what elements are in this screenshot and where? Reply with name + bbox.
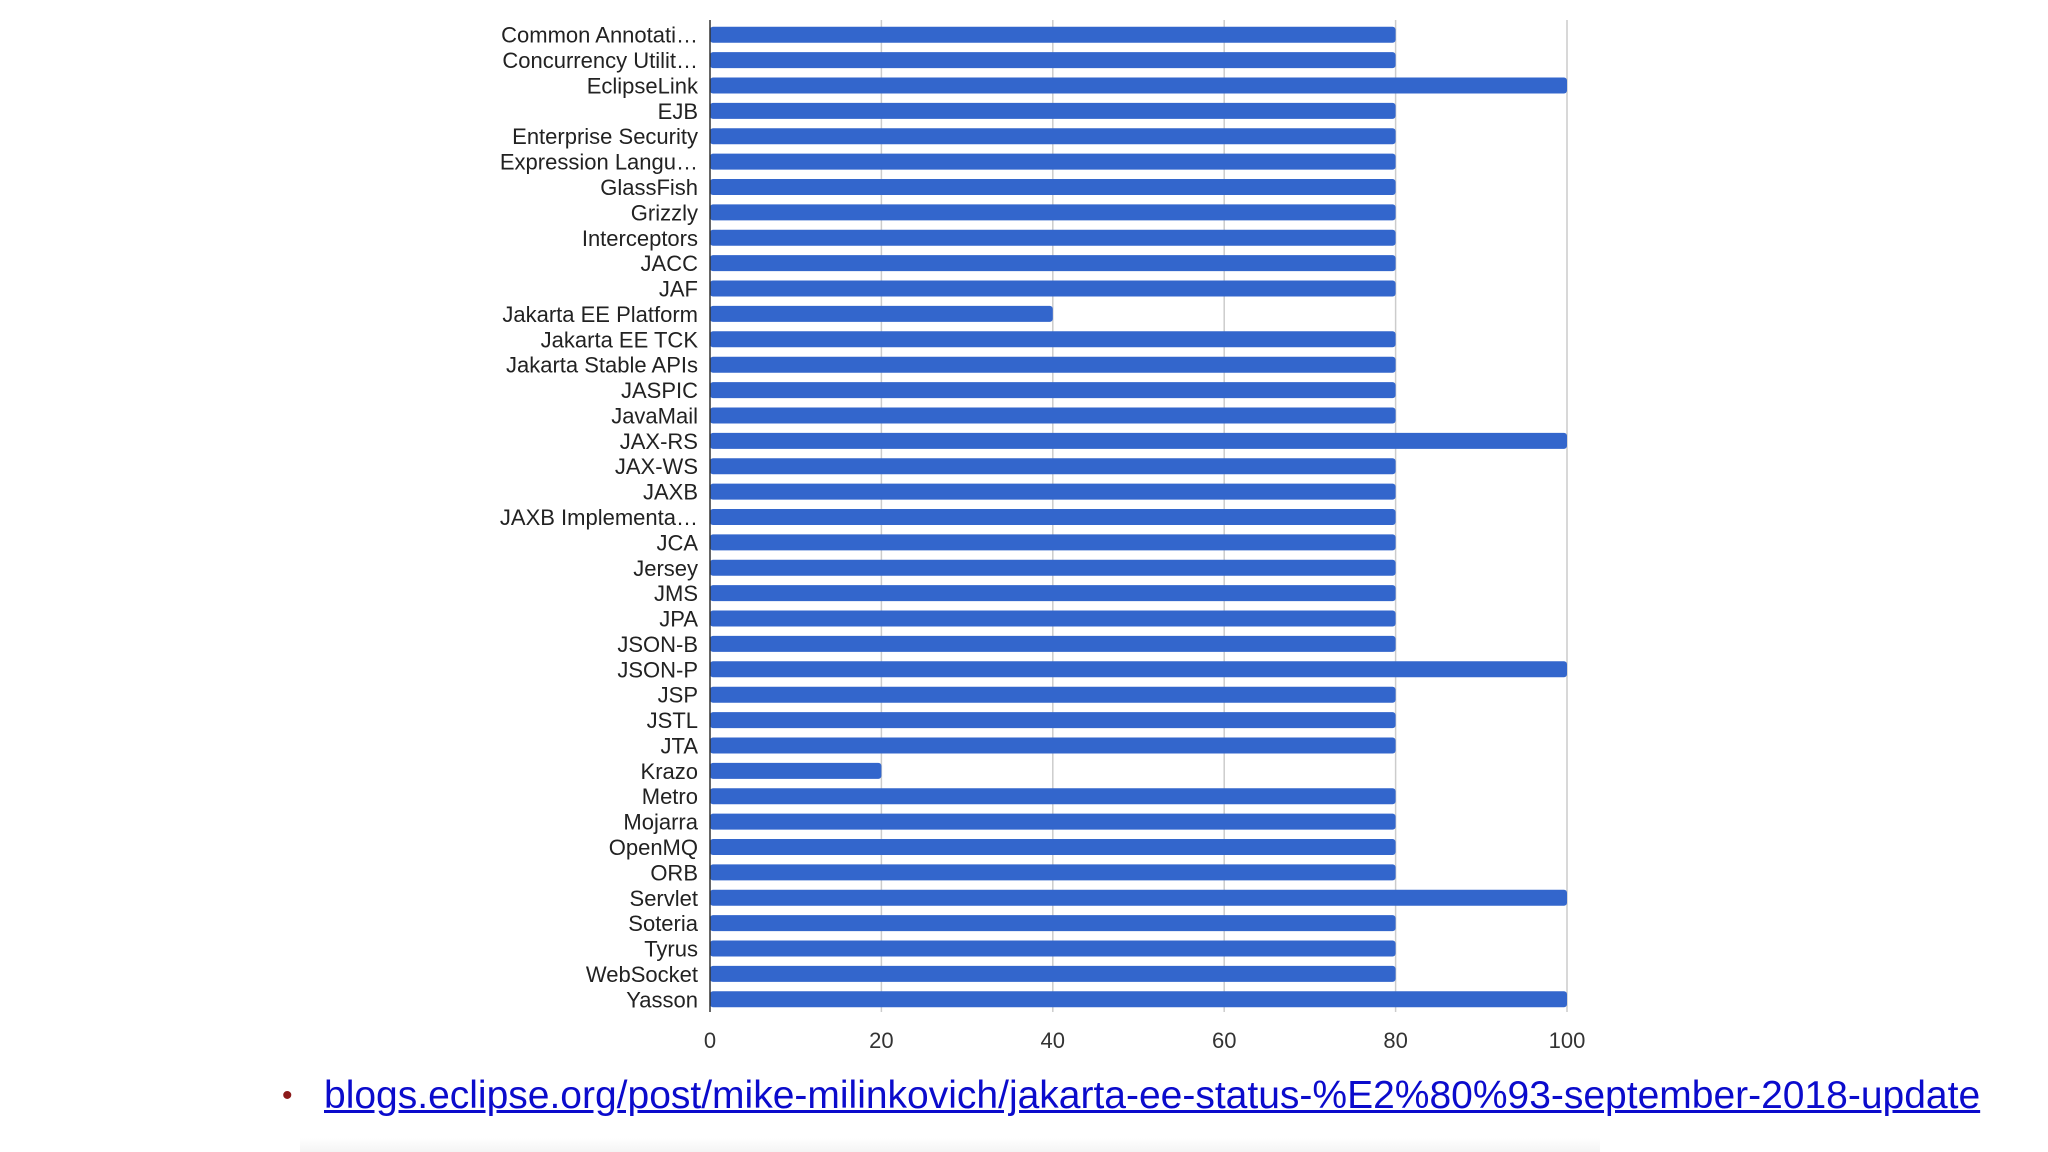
bar-15 <box>710 407 1396 424</box>
bar-36 <box>710 940 1396 957</box>
x-tick-label-80: 80 <box>1383 1028 1407 1053</box>
bar-16 <box>710 432 1567 449</box>
category-label-7: Grizzly <box>631 200 698 225</box>
bar-1 <box>710 52 1396 69</box>
bar-2 <box>710 77 1567 94</box>
category-label-17: JAX-WS <box>615 454 698 479</box>
bar-28 <box>710 737 1396 754</box>
bar-30 <box>710 788 1396 805</box>
category-label-24: JSON-B <box>617 632 698 657</box>
bar-23 <box>710 610 1396 627</box>
category-labels: Common Annotati…Concurrency Utilit…Eclip… <box>500 23 699 1013</box>
bar-37 <box>710 965 1396 982</box>
reference-footer: • blogs.eclipse.org/post/mike-milinkovich… <box>282 1068 1982 1124</box>
category-label-16: JAX-RS <box>620 429 698 454</box>
category-label-33: ORB <box>650 860 698 885</box>
bar-10 <box>710 280 1396 297</box>
bar-26 <box>710 686 1396 703</box>
bar-25 <box>710 661 1567 678</box>
category-label-28: JTA <box>661 733 699 758</box>
bar-32 <box>710 839 1396 855</box>
x-tick-label-40: 40 <box>1041 1028 1065 1053</box>
category-label-38: Yasson <box>626 987 698 1012</box>
bar-22 <box>710 585 1396 602</box>
category-label-1: Concurrency Utilit… <box>502 48 698 73</box>
category-label-9: JACC <box>641 251 699 276</box>
category-label-14: JASPIC <box>621 378 698 403</box>
category-label-32: OpenMQ <box>609 835 698 860</box>
category-label-8: Interceptors <box>582 226 698 251</box>
bullet-icon: • <box>282 1079 293 1112</box>
bar-6 <box>710 179 1396 195</box>
bar-34 <box>710 889 1567 906</box>
category-label-27: JSTL <box>647 708 698 733</box>
x-tick-label-20: 20 <box>869 1028 893 1053</box>
category-label-3: EJB <box>658 99 698 124</box>
bar-17 <box>710 458 1396 475</box>
bar-19 <box>710 509 1396 525</box>
category-label-0: Common Annotati… <box>501 23 698 48</box>
reference-link[interactable]: blogs.eclipse.org/post/mike-milinkovich/… <box>324 1074 1981 1117</box>
category-label-36: Tyrus <box>644 937 698 962</box>
category-label-19: JAXB Implementa… <box>500 505 698 530</box>
category-label-6: GlassFish <box>600 175 698 200</box>
category-label-5: Expression Langu… <box>500 150 698 175</box>
category-label-37: WebSocket <box>586 962 698 987</box>
bar-31 <box>710 813 1396 830</box>
x-tick-label-60: 60 <box>1212 1028 1236 1053</box>
bar-layer <box>710 26 1567 1008</box>
category-label-30: Metro <box>642 784 698 809</box>
bar-3 <box>710 102 1396 119</box>
bottom-shadow <box>300 1138 1600 1152</box>
category-label-34: Servlet <box>630 886 698 911</box>
category-label-11: Jakarta EE Platform <box>502 302 698 327</box>
bar-4 <box>710 128 1396 145</box>
category-label-13: Jakarta Stable APIs <box>506 353 698 378</box>
bar-27 <box>710 712 1396 729</box>
bar-0 <box>710 26 1396 43</box>
x-tick-label-100: 100 <box>1549 1028 1586 1053</box>
category-label-4: Enterprise Security <box>512 124 698 149</box>
x-tick-label-0: 0 <box>704 1028 716 1053</box>
x-axis-ticks: 0 20 40 60 80 100 <box>704 1028 1585 1053</box>
bar-35 <box>710 915 1396 932</box>
category-label-25: JSON-P <box>617 657 698 682</box>
bar-20 <box>710 534 1396 551</box>
bar-12 <box>710 331 1396 348</box>
bar-13 <box>710 356 1396 373</box>
bar-11 <box>710 305 1053 322</box>
category-label-23: JPA <box>659 607 698 632</box>
category-label-29: Krazo <box>641 759 698 784</box>
bar-7 <box>710 204 1396 221</box>
bar-38 <box>710 991 1567 1008</box>
bar-14 <box>710 382 1396 399</box>
category-label-10: JAF <box>659 277 698 302</box>
category-label-31: Mojarra <box>623 810 698 835</box>
bar-33 <box>710 864 1396 881</box>
category-label-15: JavaMail <box>611 403 698 428</box>
category-label-12: Jakarta EE TCK <box>541 327 699 352</box>
category-label-20: JCA <box>656 530 698 555</box>
bar-21 <box>710 559 1396 576</box>
bar-29 <box>710 762 882 779</box>
category-label-21: Jersey <box>633 556 698 581</box>
bar-9 <box>710 255 1396 272</box>
category-label-22: JMS <box>654 581 698 606</box>
bar-5 <box>710 153 1396 170</box>
bar-8 <box>710 229 1396 246</box>
bar-chart: Common Annotati…Concurrency Utilit…Eclip… <box>500 20 1585 1053</box>
bar-18 <box>710 483 1396 500</box>
category-label-18: JAXB <box>643 480 698 505</box>
category-label-26: JSP <box>658 683 698 708</box>
bar-24 <box>710 635 1396 652</box>
category-label-35: Soteria <box>628 911 698 936</box>
category-label-2: EclipseLink <box>587 73 699 98</box>
